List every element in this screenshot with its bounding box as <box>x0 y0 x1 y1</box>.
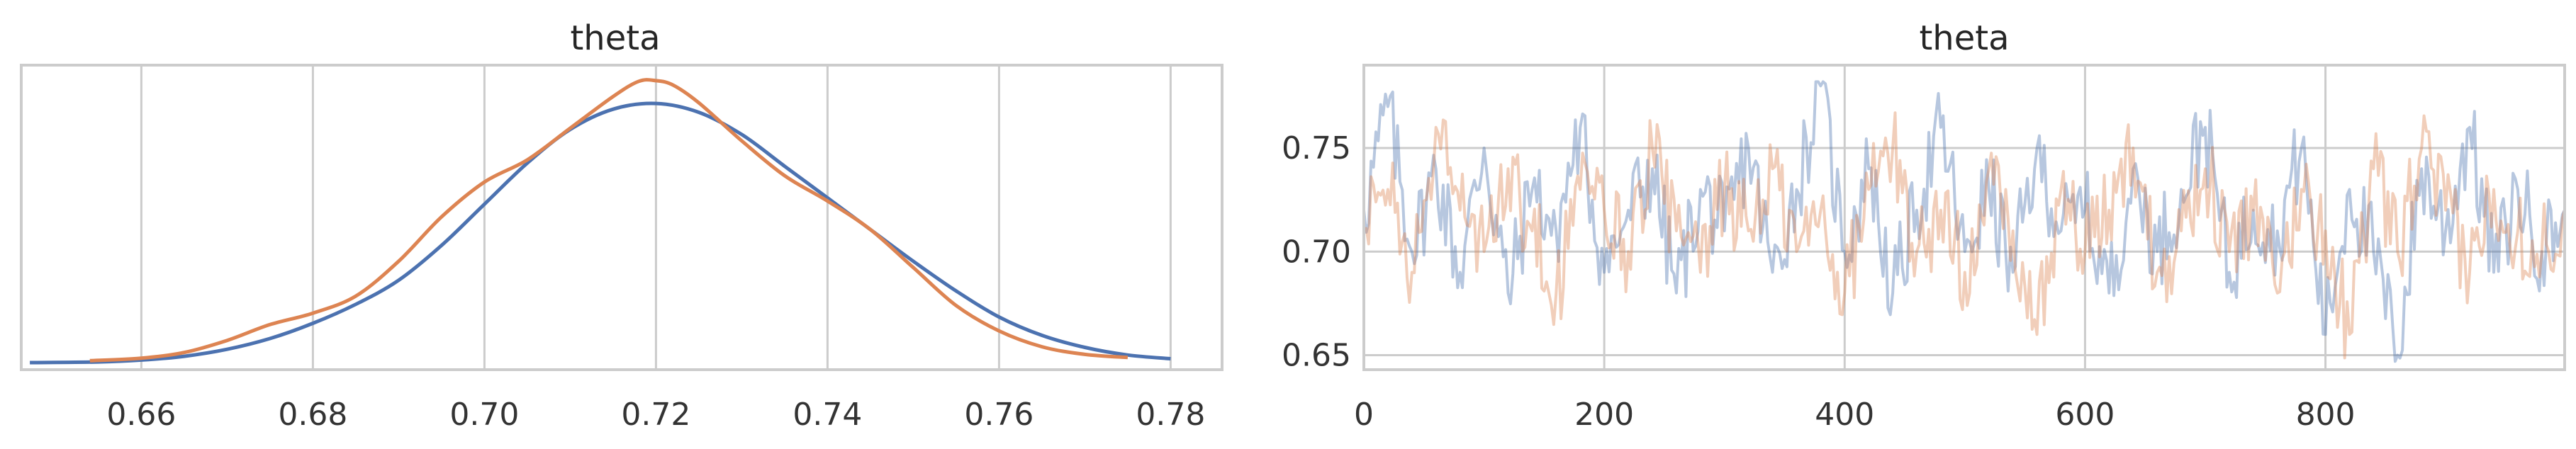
density-x-ticks: 0.66 0.68 0.70 0.72 0.74 0.76 0.78 <box>106 397 1205 433</box>
trace-panel: theta 0 200 400 600 800 0.65 0.70 0.75 <box>1282 18 2566 433</box>
trace-title: theta <box>1919 18 2009 58</box>
trace-y-ticks: 0.65 0.70 0.75 <box>1282 130 1351 374</box>
density-frame <box>20 64 1223 371</box>
density-panel: theta 0.66 0.68 0.70 0.72 0.74 0.76 0.78 <box>20 18 1223 433</box>
trace-grid <box>1362 65 2565 370</box>
density-x-tick-label: 0.78 <box>1136 397 1205 433</box>
density-title: theta <box>570 18 660 58</box>
density-x-tick-label: 0.68 <box>278 397 347 433</box>
trace-frame <box>1362 64 2566 371</box>
density-x-tick-label: 0.76 <box>964 397 1034 433</box>
density-series-1-line <box>89 78 1129 363</box>
density-x-tick-label: 0.74 <box>793 397 862 433</box>
density-lines <box>30 78 1171 365</box>
trace-x-tick-label: 600 <box>2055 397 2115 433</box>
density-x-tick-label: 0.66 <box>106 397 176 433</box>
density-series-0-line <box>30 101 1171 365</box>
trace-x-tick-label: 0 <box>1354 397 1374 433</box>
trace-x-ticks: 0 200 400 600 800 <box>1354 397 2356 433</box>
trace-series-1-line <box>1362 111 2566 360</box>
trace-x-tick-label: 400 <box>1815 397 1874 433</box>
trace-x-tick-label: 800 <box>2296 397 2356 433</box>
trace-y-tick-label: 0.70 <box>1282 234 1351 270</box>
density-x-tick-label: 0.70 <box>449 397 519 433</box>
density-x-tick-label: 0.72 <box>621 397 690 433</box>
trace-series-0-line <box>1362 80 2566 363</box>
trace-lines <box>1362 80 2566 363</box>
trace-x-tick-label: 200 <box>1574 397 1634 433</box>
trace-y-tick-label: 0.75 <box>1282 130 1351 166</box>
density-grid <box>140 65 1172 370</box>
trace-y-tick-label: 0.65 <box>1282 338 1351 374</box>
